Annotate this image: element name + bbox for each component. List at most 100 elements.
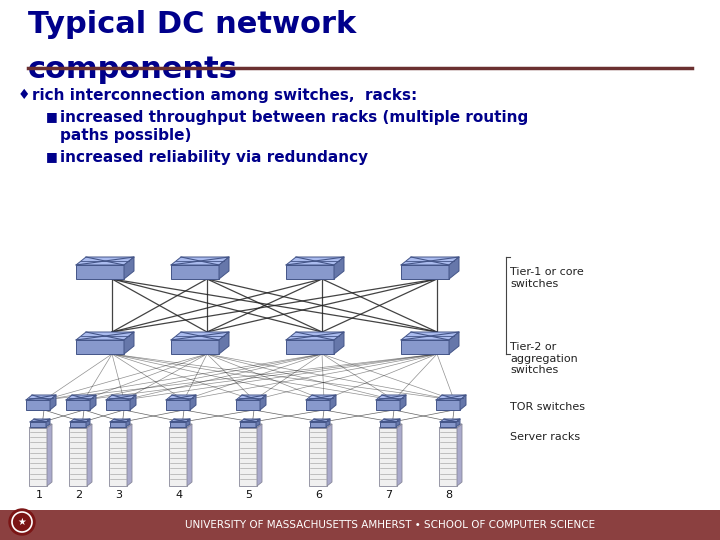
Text: 4: 4 [176,490,183,500]
Polygon shape [66,400,90,410]
Polygon shape [440,419,460,422]
Polygon shape [256,419,260,427]
Polygon shape [169,424,192,428]
Polygon shape [460,395,466,410]
Polygon shape [239,424,262,428]
Polygon shape [26,400,50,410]
Polygon shape [69,424,92,428]
Polygon shape [310,422,326,427]
Polygon shape [286,257,344,265]
Circle shape [9,509,35,535]
Polygon shape [376,395,406,400]
Polygon shape [166,395,196,400]
Text: ■: ■ [46,110,58,123]
Polygon shape [50,395,56,410]
Text: 2: 2 [76,490,83,500]
Polygon shape [380,422,396,427]
Polygon shape [171,265,219,279]
Polygon shape [90,395,96,410]
Polygon shape [29,424,52,428]
Polygon shape [186,419,190,427]
Text: 8: 8 [446,490,453,500]
Text: Server racks: Server racks [510,432,580,442]
Polygon shape [0,510,720,540]
Polygon shape [70,422,86,427]
Polygon shape [457,424,462,486]
Polygon shape [109,428,127,486]
Polygon shape [330,395,336,410]
Polygon shape [110,422,126,427]
Polygon shape [286,340,334,354]
Polygon shape [401,257,459,265]
Polygon shape [240,422,256,427]
Text: TOR switches: TOR switches [510,402,585,412]
Polygon shape [380,419,400,422]
Polygon shape [76,257,134,265]
Polygon shape [440,422,456,427]
Text: paths possible): paths possible) [60,128,192,143]
Polygon shape [376,400,400,410]
Text: 5: 5 [246,490,253,500]
Polygon shape [326,419,330,427]
Polygon shape [397,424,402,486]
Text: ■: ■ [46,150,58,163]
Polygon shape [187,424,192,486]
Text: components: components [28,55,238,84]
Polygon shape [171,332,229,340]
Polygon shape [76,340,124,354]
Polygon shape [334,332,344,354]
Polygon shape [47,424,52,486]
Text: increased throughput between racks (multiple routing: increased throughput between racks (mult… [60,110,528,125]
Polygon shape [439,428,457,486]
Polygon shape [171,340,219,354]
Polygon shape [30,422,46,427]
Text: UNIVERSITY OF MASSACHUSETTS AMHERST • SCHOOL OF COMPUTER SCIENCE: UNIVERSITY OF MASSACHUSETTS AMHERST • SC… [185,520,595,530]
Polygon shape [166,400,190,410]
Polygon shape [66,395,96,400]
Polygon shape [456,419,460,427]
Polygon shape [106,395,136,400]
Polygon shape [190,395,196,410]
Polygon shape [401,340,449,354]
Text: increased reliability via redundancy: increased reliability via redundancy [60,150,368,165]
Polygon shape [286,265,334,279]
Polygon shape [26,395,56,400]
Polygon shape [236,400,260,410]
Polygon shape [309,424,332,428]
Polygon shape [46,419,50,427]
Polygon shape [130,395,136,410]
Polygon shape [439,424,462,428]
Polygon shape [76,332,134,340]
Polygon shape [309,428,327,486]
Polygon shape [240,419,260,422]
Polygon shape [171,257,229,265]
Polygon shape [396,419,400,427]
Text: 1: 1 [35,490,42,500]
Polygon shape [239,428,257,486]
Polygon shape [310,419,330,422]
Polygon shape [126,419,130,427]
Text: ★: ★ [17,517,27,527]
Polygon shape [327,424,332,486]
Polygon shape [29,428,47,486]
Polygon shape [30,419,50,422]
Polygon shape [306,395,336,400]
Text: Tier-1 or core
switches: Tier-1 or core switches [510,267,584,288]
Polygon shape [69,428,87,486]
Polygon shape [334,257,344,279]
Polygon shape [70,419,90,422]
Polygon shape [449,257,459,279]
Polygon shape [401,332,459,340]
Text: rich interconnection among switches,  racks:: rich interconnection among switches, rac… [32,88,418,103]
Polygon shape [436,400,460,410]
Polygon shape [109,424,132,428]
Text: Tier-2 or
aggregation
switches: Tier-2 or aggregation switches [510,342,577,375]
Polygon shape [379,428,397,486]
Polygon shape [169,428,187,486]
Polygon shape [286,332,344,340]
Polygon shape [219,332,229,354]
Polygon shape [401,265,449,279]
Polygon shape [257,424,262,486]
Text: 6: 6 [315,490,323,500]
Polygon shape [379,424,402,428]
